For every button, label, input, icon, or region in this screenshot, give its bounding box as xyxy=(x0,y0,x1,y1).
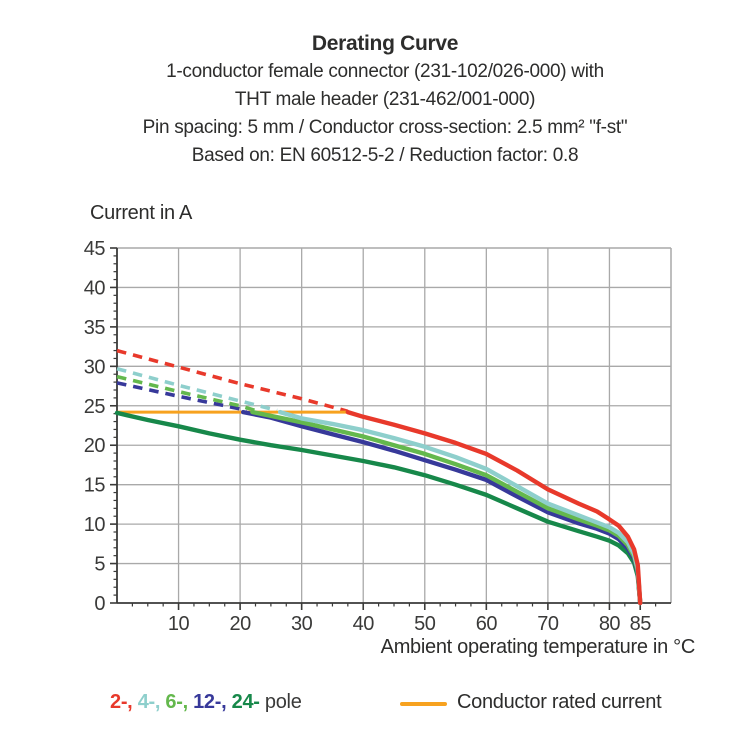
y-tick-label: 15 xyxy=(84,475,106,497)
x-tick-label: 20 xyxy=(229,613,251,635)
curve-2-pole xyxy=(345,409,643,606)
chart-subtitle-header: THT male header (231-462/001-000) xyxy=(234,89,536,110)
y-tick-label: 35 xyxy=(84,317,106,339)
x-tick-label: 10 xyxy=(168,613,190,635)
chart-subtitle-standard: Based on: EN 60512-5-2 / Reduction facto… xyxy=(191,145,579,166)
y-tick-label: 40 xyxy=(84,277,106,299)
x-tick-label: 70 xyxy=(537,613,559,635)
rated-current-legend-label: Conductor rated current xyxy=(457,691,662,713)
legend-pole-4-label: 4-, xyxy=(137,691,166,713)
legend: 2-, 4-, 6-, 12-, 24- pole Conductor rate… xyxy=(0,688,750,724)
legend-pole-6-label: 6-, xyxy=(165,691,194,713)
curve-6-pole-dashed xyxy=(116,374,257,413)
y-tick-label: 5 xyxy=(94,554,105,576)
curve-24-pole xyxy=(114,410,643,606)
legend-pole-2-label: 2-, xyxy=(110,691,138,713)
legend-pole-suffix: pole xyxy=(264,691,302,713)
curve-2-pole-dashed xyxy=(116,348,349,414)
legend-pole-12-label: 12-, xyxy=(193,691,232,713)
chart-title: Derating Curve xyxy=(311,32,459,55)
y-tick-label: 25 xyxy=(84,396,106,418)
curve-4-pole xyxy=(277,409,643,606)
y-tick-label: 45 xyxy=(84,238,106,260)
x-tick-label: 30 xyxy=(291,613,313,635)
y-tick-label: 20 xyxy=(84,435,106,457)
y-axis-title: Current in A xyxy=(90,202,193,224)
y-tick-label: 10 xyxy=(84,514,106,536)
x-tick-label: 85 xyxy=(630,613,652,635)
chart-subtitle-spec: Pin spacing: 5 mm / Conductor cross-sect… xyxy=(142,117,628,138)
legend-pole-labels: 2-, 4-, 6-, 12-, 24- pole xyxy=(110,691,302,714)
y-tick-label: 30 xyxy=(84,356,106,378)
y-tick-label: 0 xyxy=(94,593,105,615)
rated-current-line-swatch xyxy=(400,702,447,706)
x-tick-label: 80 xyxy=(599,613,621,635)
legend-pole-24-label: 24- xyxy=(231,691,265,713)
x-axis-title: Ambient operating temperature in °C xyxy=(380,636,696,658)
chart-subtitle-connector: 1-conductor female connector (231-102/02… xyxy=(166,61,604,82)
x-tick-label: 60 xyxy=(476,613,498,635)
x-tick-label: 50 xyxy=(414,613,436,635)
x-tick-label: 40 xyxy=(353,613,375,635)
chart-title-block: Derating Curve 1-conductor female connec… xyxy=(20,30,750,170)
